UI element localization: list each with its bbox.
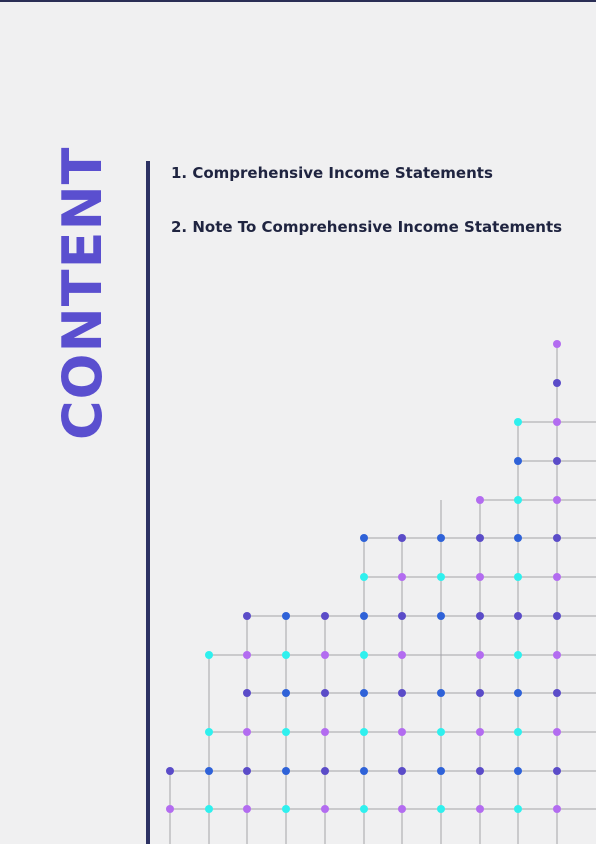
grid-dot: [476, 805, 484, 813]
grid-dot: [553, 457, 561, 465]
toc-item: 1. Comprehensive Income Statements: [171, 164, 493, 182]
grid-dot: [398, 689, 406, 697]
grid-dot: [243, 805, 251, 813]
grid-dot: [243, 767, 251, 775]
grid-dot: [360, 534, 368, 542]
grid-dot: [321, 728, 329, 736]
grid-dot: [553, 651, 561, 659]
grid-dot: [398, 534, 406, 542]
grid-dot: [205, 767, 213, 775]
table-of-contents: 1. Comprehensive Income Statements 2. No…: [171, 163, 562, 271]
grid-dot: [553, 728, 561, 736]
grid-dot: [437, 805, 445, 813]
grid-dot: [514, 728, 522, 736]
grid-dot: [514, 534, 522, 542]
grid-dot: [476, 496, 484, 504]
grid-dot: [360, 767, 368, 775]
grid-dot: [243, 612, 251, 620]
grid-dot: [398, 651, 406, 659]
grid-dot: [437, 573, 445, 581]
grid-dot: [437, 689, 445, 697]
grid-dot: [321, 612, 329, 620]
grid-dot: [166, 767, 174, 775]
grid-dot: [514, 612, 522, 620]
grid-dot: [437, 728, 445, 736]
grid-dot: [243, 728, 251, 736]
grid-dot: [360, 651, 368, 659]
grid-dot: [360, 805, 368, 813]
grid-dot: [476, 534, 484, 542]
grid-dot: [282, 612, 290, 620]
grid-dot: [282, 728, 290, 736]
grid-dot: [553, 418, 561, 426]
grid-dot: [282, 805, 290, 813]
grid-dot: [553, 767, 561, 775]
grid-dot: [282, 767, 290, 775]
grid-dot: [553, 573, 561, 581]
grid-dot: [398, 573, 406, 581]
grid-dot: [514, 805, 522, 813]
grid-dot: [360, 728, 368, 736]
grid-dot: [243, 689, 251, 697]
grid-dot: [205, 805, 213, 813]
grid-dot: [398, 612, 406, 620]
grid-dot: [553, 379, 561, 387]
grid-dot: [476, 689, 484, 697]
grid-dot: [398, 805, 406, 813]
grid-dot: [321, 767, 329, 775]
grid-dot: [514, 767, 522, 775]
grid-dot: [166, 805, 174, 813]
grid-dot: [514, 573, 522, 581]
grid-dot: [243, 651, 251, 659]
top-border: [0, 0, 596, 2]
grid-dot: [476, 767, 484, 775]
grid-dot: [514, 418, 522, 426]
grid-dot: [553, 689, 561, 697]
grid-dot: [553, 496, 561, 504]
grid-dot: [476, 612, 484, 620]
grid-dot: [476, 573, 484, 581]
grid-dot: [437, 767, 445, 775]
grid-dot: [514, 689, 522, 697]
grid-dot: [514, 496, 522, 504]
grid-dot: [476, 728, 484, 736]
grid-dot: [553, 340, 561, 348]
grid-dot: [321, 651, 329, 659]
grid-dot: [553, 612, 561, 620]
grid-dot: [398, 728, 406, 736]
grid-dot: [360, 612, 368, 620]
grid-dot: [476, 651, 484, 659]
grid-dot: [360, 689, 368, 697]
grid-dot: [321, 805, 329, 813]
vertical-divider: [146, 161, 150, 844]
toc-item: 2. Note To Comprehensive Income Statemen…: [171, 218, 563, 236]
grid-dot: [553, 805, 561, 813]
grid-dot: [553, 534, 561, 542]
grid-dot: [282, 651, 290, 659]
grid-dot: [398, 767, 406, 775]
grid-dot: [282, 689, 290, 697]
grid-dot: [360, 573, 368, 581]
grid-dot: [514, 651, 522, 659]
grid-dot: [205, 651, 213, 659]
grid-dot: [205, 728, 213, 736]
grid-dot: [437, 612, 445, 620]
grid-dot: [514, 457, 522, 465]
grid-dot: [437, 534, 445, 542]
grid-dot: [321, 689, 329, 697]
